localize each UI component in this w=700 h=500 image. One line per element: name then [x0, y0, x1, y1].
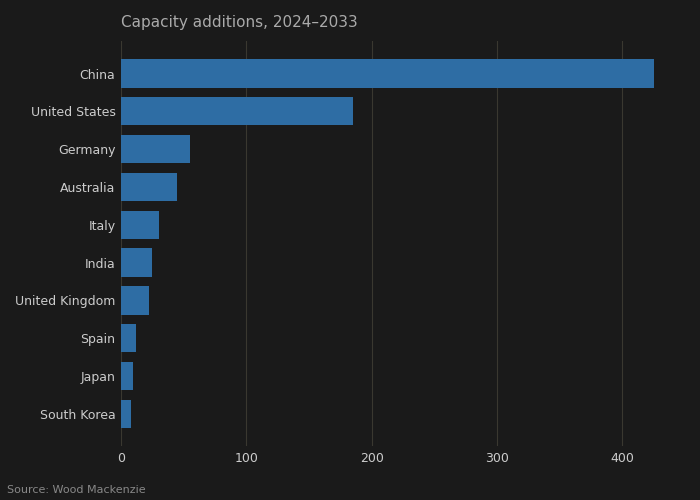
Bar: [121, 362, 134, 390]
Bar: [121, 173, 177, 201]
Bar: [121, 135, 190, 164]
Bar: [121, 400, 131, 428]
Bar: [121, 248, 153, 277]
Bar: [121, 324, 136, 352]
Text: Capacity additions, 2024–2033: Capacity additions, 2024–2033: [121, 15, 358, 30]
Bar: [121, 210, 158, 239]
Bar: [121, 97, 353, 126]
Bar: [121, 286, 148, 314]
Bar: [121, 60, 654, 88]
Text: Source: Wood Mackenzie: Source: Wood Mackenzie: [7, 485, 146, 495]
